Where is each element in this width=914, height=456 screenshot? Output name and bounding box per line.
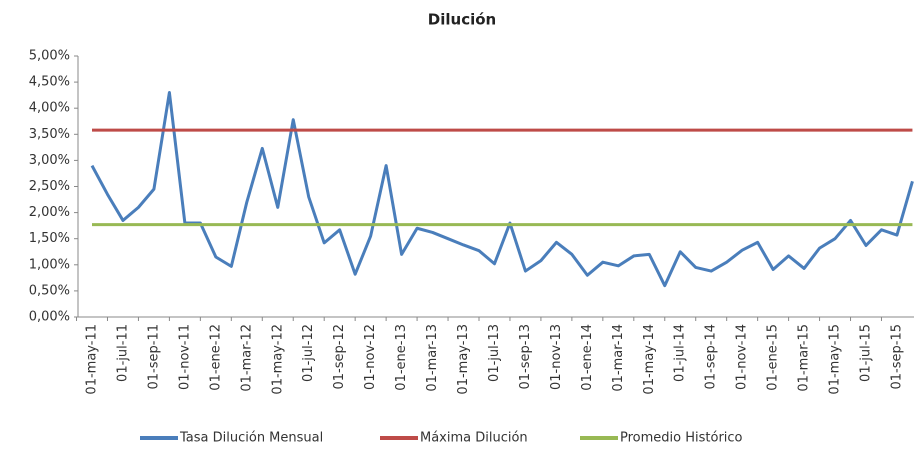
x-tick-label: 01-may-11 [85,324,100,395]
x-tick-label: 01-sep-11 [146,324,161,390]
y-tick-label: 2,00% [29,205,70,220]
x-tick-label: 01-may-13 [456,324,471,395]
x-tick-label: 01-jul-13 [487,324,502,382]
x-tick-label: 01-mar-15 [797,324,812,392]
x-tick-label: 01-sep-12 [332,324,347,390]
y-tick-label: 4,50% [29,75,70,90]
series-line [90,91,914,288]
x-tick-label: 01-ene-14 [580,324,595,391]
x-tick-label: 01-jul-11 [115,324,130,382]
legend-label: Promedio Histórico [620,431,743,446]
y-tick-label: 3,00% [29,153,70,168]
x-tick-label: 01-sep-13 [518,324,533,390]
x-tick-label: 01-jul-12 [301,324,316,382]
x-tick-label: 01-ene-15 [766,324,781,391]
x-tick-label: 01-may-15 [828,324,843,395]
x-tick-label: 01-may-14 [642,324,657,395]
y-tick-label: 4,00% [29,101,70,116]
x-tick-label: 01-nov-11 [177,324,192,390]
x-tick-label: 01-nov-13 [549,324,564,390]
x-tick-label: 01-jul-15 [859,324,874,382]
x-tick-label: 01-mar-13 [425,324,440,392]
x-tick-label: 01-nov-14 [735,324,750,390]
y-tick-label: 3,50% [29,127,70,142]
y-tick-label: 0,00% [29,310,70,325]
x-tick-label: 01-may-12 [270,324,285,395]
x-tick-label: 01-ene-12 [208,324,223,391]
x-tick-label: 01-sep-14 [704,324,719,390]
legend-label: Tasa Dilución Mensual [179,431,323,446]
chart-title: Dilución [428,11,496,29]
x-tick-label: 01-ene-13 [394,324,409,391]
legend-label: Máxima Dilución [420,431,528,446]
y-tick-label: 0,50% [29,283,70,298]
x-tick-label: 01-mar-14 [611,324,626,392]
x-tick-label: 01-nov-12 [363,324,378,390]
x-tick-label: 01-sep-15 [889,324,904,390]
x-tick-label: 01-jul-14 [673,324,688,382]
y-tick-label: 1,50% [29,231,70,246]
y-tick-label: 1,00% [29,257,70,272]
y-tick-label: 5,00% [29,49,70,64]
y-tick-label: 2,50% [29,179,70,194]
x-tick-label: 01-mar-12 [239,324,254,392]
